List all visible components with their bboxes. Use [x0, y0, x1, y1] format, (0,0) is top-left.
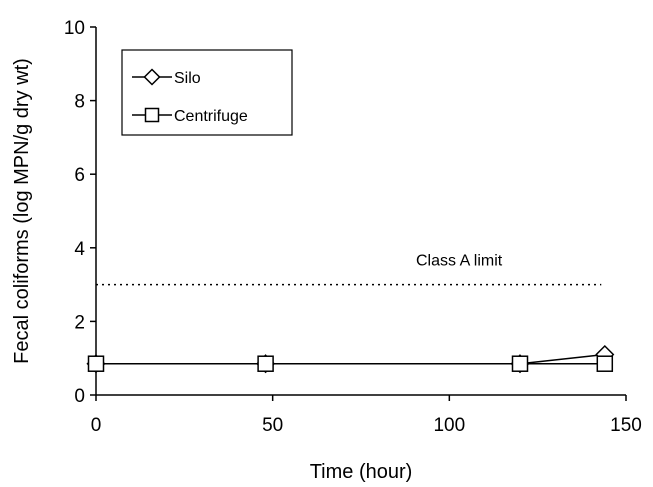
class-a-limit-label: Class A limit: [416, 253, 503, 270]
legend-label-centrifuge: Centrifuge: [174, 108, 248, 125]
x-tick-label: 50: [262, 415, 283, 436]
y-tick-label: 10: [64, 18, 85, 39]
centrifuge-point: [596, 355, 614, 372]
y-tick-label: 6: [74, 165, 85, 186]
centrifuge-point: [511, 355, 529, 372]
x-axis-title: Time (hour): [310, 461, 413, 483]
legend-label-silo: Silo: [174, 70, 201, 87]
x-tick-label: 100: [433, 415, 465, 436]
centrifuge-point: [257, 355, 274, 372]
centrifuge-point: [87, 355, 105, 372]
legend-marker-silo: [143, 68, 161, 86]
legend-marker-centrifuge: [144, 107, 160, 123]
y-tick-label: 0: [74, 386, 85, 407]
legend-box: [121, 49, 293, 136]
x-tick-label: 150: [610, 415, 642, 436]
y-tick-label: 4: [74, 239, 85, 260]
y-axis-title: Fecal coliforms (log MPN/g dry wt): [11, 58, 33, 364]
y-tick-label: 8: [74, 92, 85, 113]
y-tick-label: 2: [74, 312, 85, 333]
series-group: [86, 344, 615, 374]
legend: Silo Centrifuge: [121, 49, 293, 136]
x-tick-label: 0: [91, 415, 102, 436]
silo-series-line: [96, 353, 605, 365]
reference-line-group: Class A limit: [96, 253, 602, 286]
